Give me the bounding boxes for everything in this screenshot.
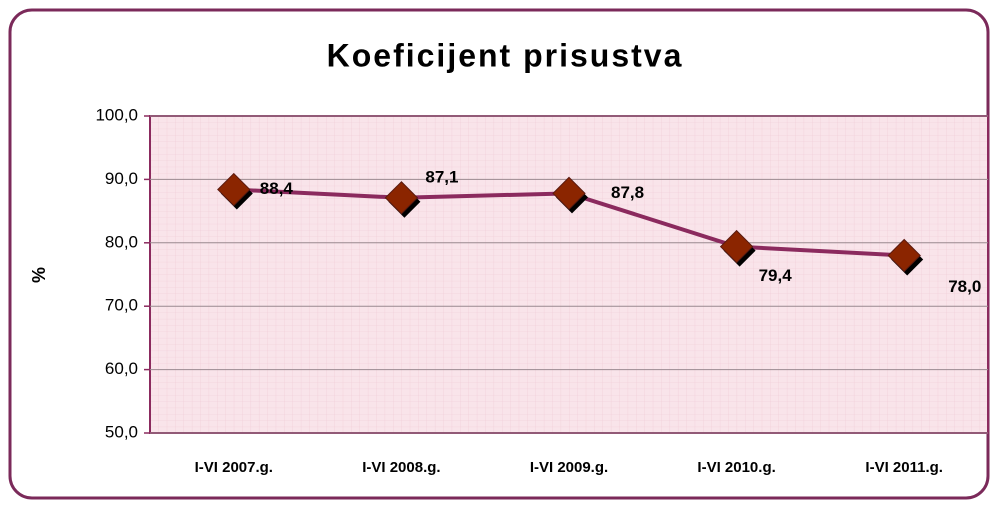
marker <box>384 181 419 215</box>
y-tick-label: 70,0 <box>105 296 138 315</box>
y-tick-label: 60,0 <box>105 359 138 378</box>
x-tick-label: I-VI 2007.g. <box>195 459 273 476</box>
marker <box>887 238 921 273</box>
x-tick-label: I-VI 2010.g. <box>697 459 775 476</box>
data-label: 78,0 <box>948 277 981 296</box>
data-label: 88,4 <box>260 179 294 198</box>
data-label: 87,1 <box>425 167 458 186</box>
marker <box>217 172 251 207</box>
plot-area <box>149 115 989 434</box>
y-axis-label: % <box>29 267 49 283</box>
y-tick-label: 90,0 <box>105 169 138 188</box>
marker <box>552 176 586 211</box>
marker <box>719 229 754 264</box>
y-tick-label: 50,0 <box>105 422 138 441</box>
x-tick-label: I-VI 2009.g. <box>530 459 608 476</box>
x-tick-label: I-VI 2011.g. <box>865 459 943 476</box>
y-tick-label: 100,0 <box>95 105 138 124</box>
data-label: 79,4 <box>759 266 793 285</box>
chart-title: Koeficijent prisustva <box>327 37 684 73</box>
y-tick-label: 80,0 <box>105 232 138 251</box>
data-label: 87,8 <box>611 183 644 202</box>
x-tick-label: I-VI 2008.g. <box>362 459 440 476</box>
